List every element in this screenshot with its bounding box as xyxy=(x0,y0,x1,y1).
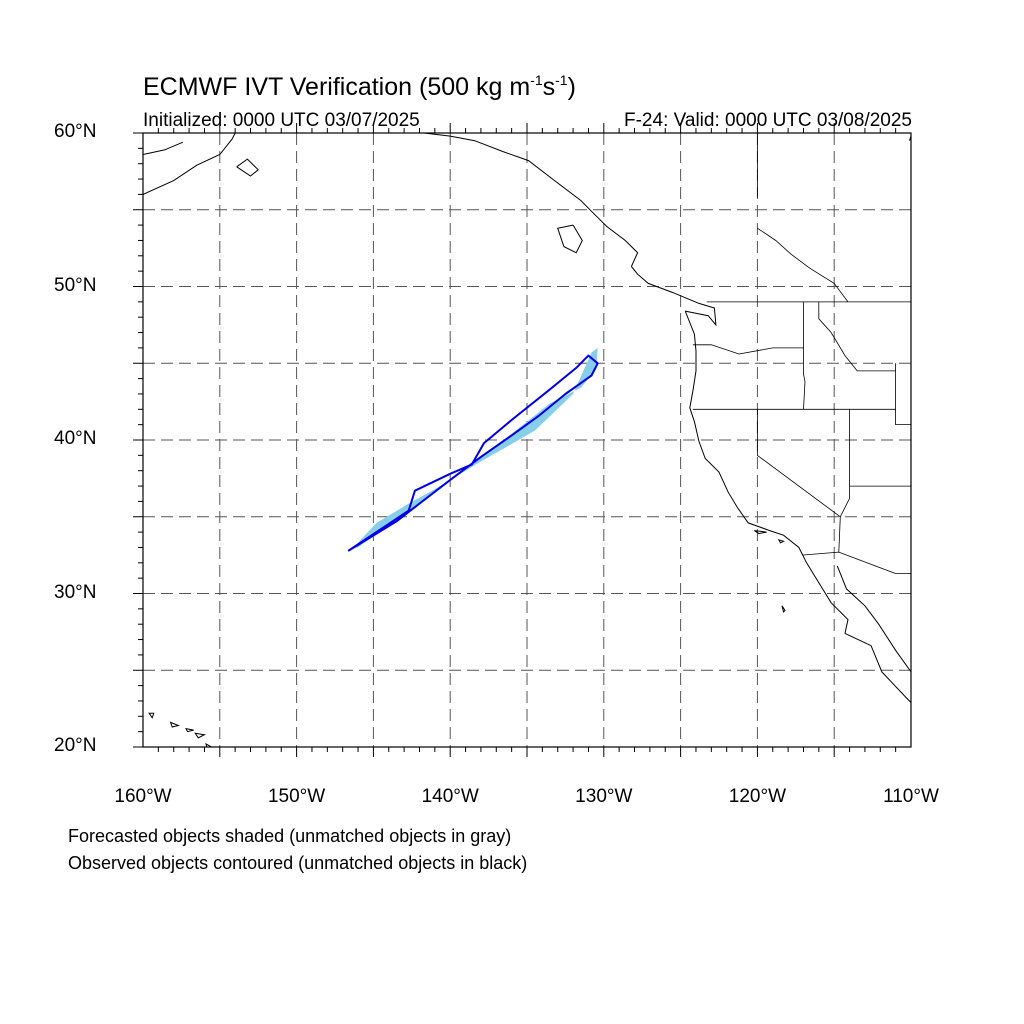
border-line xyxy=(801,551,911,574)
coastline xyxy=(236,158,259,177)
longitude-label: 160°W xyxy=(114,786,172,807)
island xyxy=(185,727,194,733)
coastlines xyxy=(143,133,911,747)
border-line xyxy=(839,409,850,517)
longitude-label: 140°W xyxy=(421,786,479,807)
longitude-label: 120°W xyxy=(728,786,787,807)
political-borders xyxy=(692,133,911,574)
latitude-label: 20°N xyxy=(54,735,97,756)
island xyxy=(148,712,155,719)
border-line xyxy=(895,363,911,426)
axis-ticks xyxy=(133,123,897,757)
longitude-label: 150°W xyxy=(267,786,326,807)
longitude-label: 110°W xyxy=(883,786,939,807)
border-line xyxy=(757,409,841,553)
border-line xyxy=(692,344,804,355)
initialized-time: Initialized: 0000 UTC 03/07/2025 xyxy=(143,110,420,131)
valid-time: F-24: Valid: 0000 UTC 03/08/2025 xyxy=(624,110,912,131)
observed-footnote: Observed objects contoured (unmatched ob… xyxy=(68,853,528,873)
forecast-object xyxy=(353,347,598,548)
island xyxy=(781,605,786,613)
observed-contour xyxy=(347,354,599,552)
coastline xyxy=(424,133,639,267)
latitude-label: 40°N xyxy=(54,428,97,449)
forecast-footnote: Forecasted objects shaded (unmatched obj… xyxy=(68,826,512,846)
longitude-label: 130°W xyxy=(575,786,633,807)
coastline xyxy=(836,565,911,673)
chart-title: ECMWF IVT Verification (500 kg m-1s-1) xyxy=(143,72,576,101)
ivt-objects xyxy=(347,347,599,552)
coastline xyxy=(143,141,184,155)
coastline xyxy=(143,133,236,195)
latitude-label: 50°N xyxy=(54,274,97,296)
coastline xyxy=(684,310,911,703)
coastline xyxy=(557,224,583,254)
border-line xyxy=(803,301,806,410)
latitude-label: 30°N xyxy=(54,581,97,603)
map-frame xyxy=(142,132,912,748)
island xyxy=(194,732,206,739)
border-line xyxy=(818,301,896,372)
coastline xyxy=(631,266,717,327)
island xyxy=(777,538,785,544)
island xyxy=(754,530,767,535)
latitude-label: 60°N xyxy=(54,121,97,142)
grid-lines xyxy=(143,133,911,747)
island xyxy=(169,721,180,728)
border-line xyxy=(757,227,849,303)
